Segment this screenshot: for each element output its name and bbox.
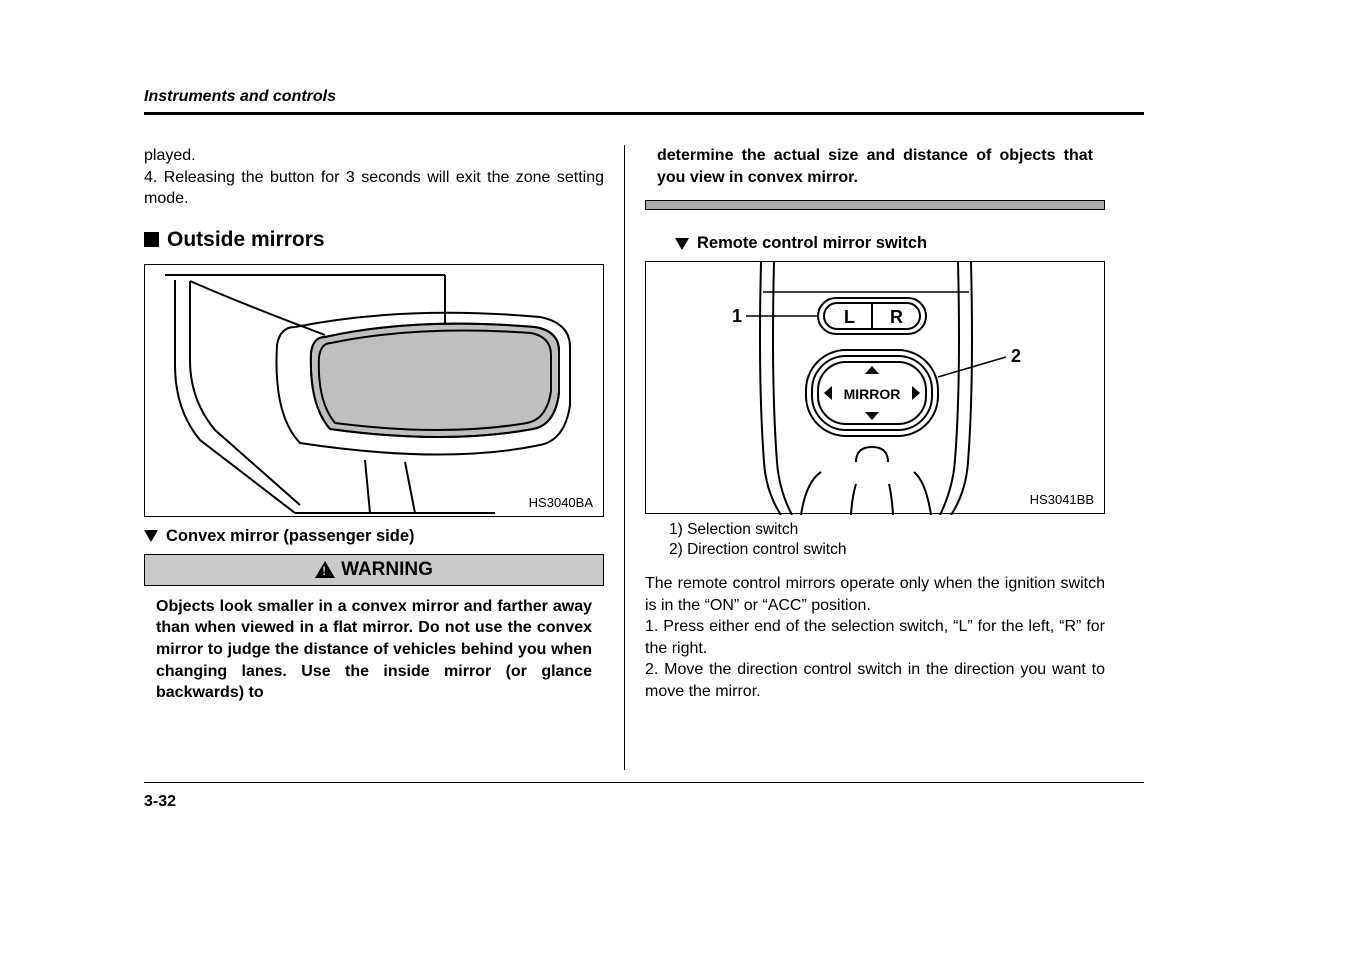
- warning-header: WARNING: [144, 554, 604, 586]
- manual-page: Instruments and controls played. 4. Rele…: [144, 88, 1144, 808]
- legend-item-1: 1) Selection switch: [669, 520, 1105, 539]
- figure1-code: HS3040BA: [529, 495, 593, 510]
- figure2-legend: 1) Selection switch 2) Direction control…: [669, 520, 1105, 559]
- right-para-intro: The remote control mirrors operate only …: [645, 573, 1105, 616]
- page-number: 3-32: [144, 793, 1144, 811]
- svg-text:R: R: [890, 307, 903, 327]
- outside-mirrors-heading-text: Outside mirrors: [167, 228, 325, 252]
- header-section-title: Instruments and controls: [144, 88, 1144, 112]
- right-para-step1: 1. Press either end of the selection swi…: [645, 616, 1105, 659]
- svg-text:L: L: [844, 307, 855, 327]
- warning-end-bar: [645, 200, 1105, 210]
- left-para-step4: 4. Releasing the button for 3 seconds wi…: [144, 167, 604, 210]
- figure2-code: HS3041BB: [1030, 492, 1094, 507]
- header-rule: [144, 112, 1144, 115]
- outside-mirrors-heading: Outside mirrors: [144, 228, 604, 252]
- warning-triangle-icon: [315, 561, 335, 578]
- right-para-step2: 2. Move the direction control switch in …: [645, 659, 1105, 702]
- warning-label: WARNING: [341, 559, 433, 581]
- warning-body-left: Objects look smaller in a convex mirror …: [144, 596, 604, 704]
- footer-rule: [144, 782, 1144, 783]
- legend-item-2: 2) Direction control switch: [669, 540, 1105, 559]
- warning-box: WARNING Objects look smaller in a convex…: [144, 554, 604, 704]
- triangle-down-icon: [144, 530, 158, 542]
- figure-outside-mirror: HS3040BA: [144, 264, 604, 517]
- triangle-down-icon: [675, 238, 689, 250]
- callout-1: 1: [732, 306, 742, 326]
- content-columns: played. 4. Releasing the button for 3 se…: [144, 145, 1144, 770]
- outside-mirror-illustration: [145, 265, 605, 518]
- convex-mirror-subheading: Convex mirror (passenger side): [144, 527, 604, 546]
- square-bullet-icon: [144, 232, 159, 247]
- convex-mirror-subheading-text: Convex mirror (passenger side): [166, 527, 415, 546]
- warning-body-right: determine the actual size and distance o…: [645, 145, 1105, 188]
- mirror-switch-illustration: L R MIRROR: [646, 262, 1106, 515]
- remote-control-subheading-text: Remote control mirror switch: [697, 234, 927, 253]
- svg-text:MIRROR: MIRROR: [844, 386, 901, 402]
- left-column: played. 4. Releasing the button for 3 se…: [144, 145, 624, 770]
- left-para-played: played.: [144, 145, 604, 167]
- callout-2: 2: [1011, 346, 1021, 366]
- remote-control-subheading: Remote control mirror switch: [675, 234, 1105, 253]
- figure-mirror-switch: L R MIRROR: [645, 261, 1105, 514]
- right-column: determine the actual size and distance o…: [625, 145, 1105, 770]
